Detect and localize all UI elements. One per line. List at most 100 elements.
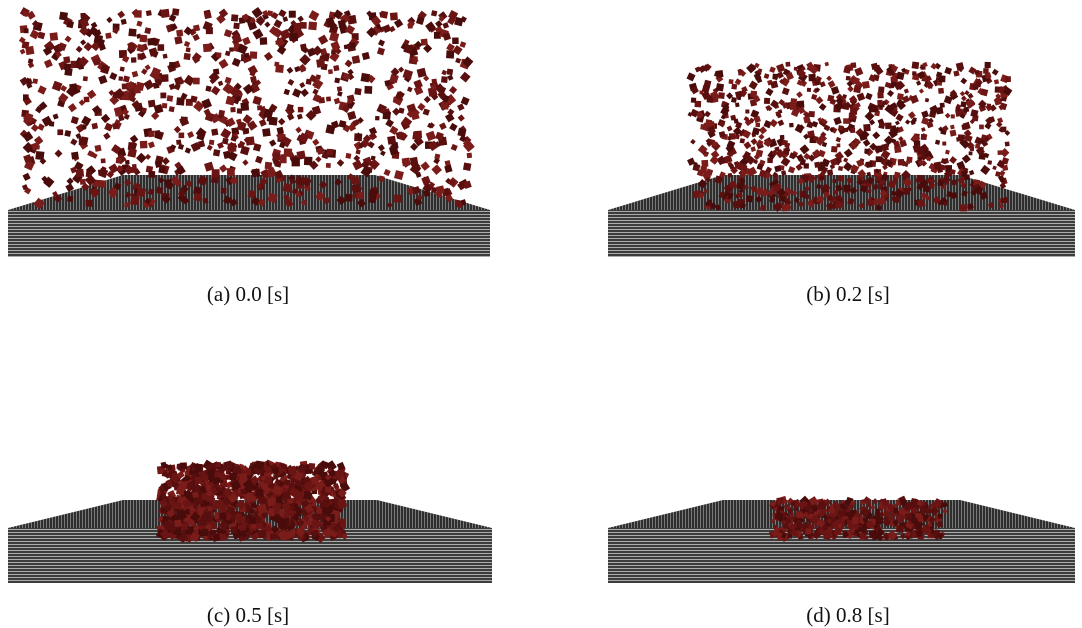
particle xyxy=(444,165,452,173)
particle xyxy=(876,156,882,162)
particle xyxy=(169,62,175,68)
particle xyxy=(740,138,745,143)
particle xyxy=(239,524,246,531)
particle xyxy=(185,147,191,153)
particle xyxy=(797,520,801,524)
particle xyxy=(942,142,946,146)
particle xyxy=(808,74,815,81)
particle xyxy=(930,518,935,523)
particle xyxy=(167,95,174,102)
particle xyxy=(284,480,290,486)
particle xyxy=(255,489,263,497)
particle xyxy=(432,79,438,85)
particle xyxy=(452,37,459,44)
particle xyxy=(701,160,708,167)
particle xyxy=(789,103,796,110)
particle xyxy=(992,165,997,170)
particle xyxy=(887,90,894,97)
particle xyxy=(389,26,396,33)
particle xyxy=(174,126,181,133)
particle xyxy=(287,67,294,74)
particle xyxy=(431,164,442,175)
particle xyxy=(148,171,155,178)
particle xyxy=(969,170,974,175)
particle xyxy=(242,159,248,165)
particle xyxy=(272,467,280,475)
particle xyxy=(250,76,257,83)
particle xyxy=(869,530,877,538)
particle xyxy=(796,91,803,98)
particle xyxy=(160,92,166,98)
particle xyxy=(50,32,59,41)
particle xyxy=(121,19,127,25)
particle xyxy=(91,123,98,130)
platform-front xyxy=(8,210,490,257)
particle xyxy=(244,53,249,58)
particle xyxy=(744,141,752,149)
particle xyxy=(1001,127,1007,133)
particle xyxy=(292,158,300,166)
particle xyxy=(131,57,137,63)
particle xyxy=(211,86,221,96)
particle xyxy=(31,124,39,132)
particle xyxy=(249,517,256,524)
particle xyxy=(338,20,346,28)
particle xyxy=(811,506,817,512)
particle xyxy=(458,114,465,121)
particle xyxy=(52,81,63,92)
particle xyxy=(852,517,859,524)
particle xyxy=(953,70,959,76)
particle xyxy=(240,122,245,127)
particle xyxy=(960,78,967,85)
particle xyxy=(351,176,359,184)
particle xyxy=(260,37,268,45)
particle xyxy=(274,503,281,510)
particle xyxy=(32,78,38,84)
particle xyxy=(295,127,302,134)
particle xyxy=(270,533,276,539)
particle xyxy=(691,97,696,102)
particle xyxy=(779,196,785,202)
particle xyxy=(896,525,904,533)
particle xyxy=(973,84,979,90)
particle xyxy=(898,159,904,165)
particle xyxy=(451,144,458,151)
particle xyxy=(136,21,142,27)
particle xyxy=(192,492,198,498)
particle xyxy=(921,134,927,140)
particle xyxy=(756,123,761,128)
particle xyxy=(420,161,429,170)
particle xyxy=(220,128,231,139)
particle xyxy=(161,9,170,18)
particle xyxy=(925,98,930,103)
particle xyxy=(423,108,430,115)
particle xyxy=(718,92,725,99)
particle xyxy=(831,146,837,152)
particle xyxy=(176,140,181,145)
particle xyxy=(207,469,215,477)
particle xyxy=(94,34,103,43)
particle xyxy=(874,65,881,72)
particle xyxy=(297,114,303,120)
particle xyxy=(805,187,809,191)
particle xyxy=(337,159,345,167)
particle xyxy=(201,473,209,481)
caption: (d) 0.8 [s] xyxy=(806,603,889,627)
particle xyxy=(441,102,448,109)
particle xyxy=(93,58,100,65)
particle xyxy=(799,144,809,154)
particle xyxy=(287,113,295,121)
particle xyxy=(912,71,917,76)
particle xyxy=(347,99,352,104)
particle xyxy=(193,78,200,85)
particle xyxy=(148,189,154,195)
particle xyxy=(308,10,319,21)
particle xyxy=(174,36,182,44)
particle xyxy=(394,170,404,180)
particle xyxy=(439,122,447,130)
particle xyxy=(944,67,952,75)
particle xyxy=(805,112,810,117)
particle xyxy=(970,147,974,151)
particle xyxy=(979,124,984,129)
particle xyxy=(22,41,30,49)
